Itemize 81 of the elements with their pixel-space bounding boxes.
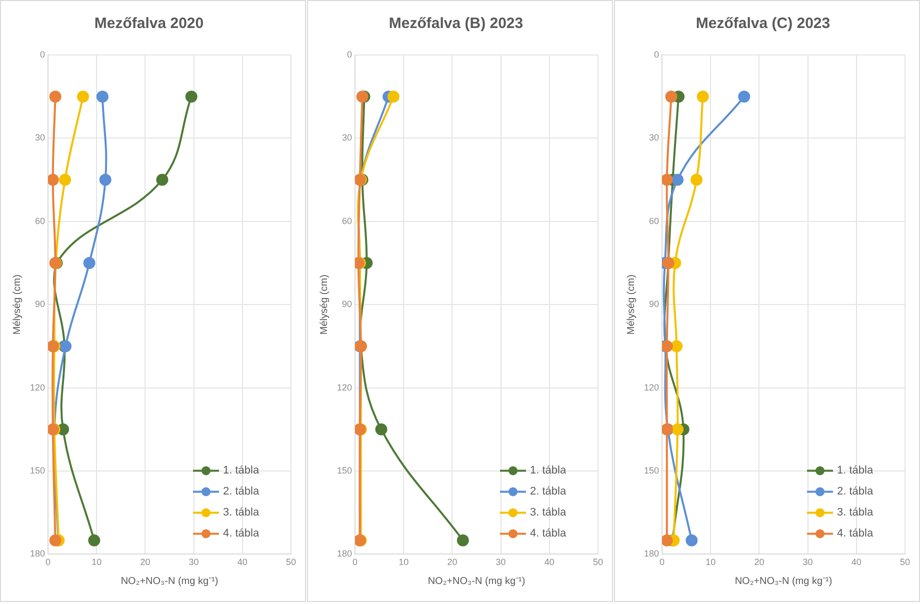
legend-label: 3. tábla bbox=[530, 506, 567, 519]
legend-label: 3. tábla bbox=[223, 506, 260, 519]
x-tick-label: 50 bbox=[286, 557, 296, 568]
x-tick-label: 30 bbox=[188, 557, 199, 568]
point bbox=[96, 90, 108, 103]
point bbox=[156, 174, 168, 186]
chart-title: Mezőfalva (B) 2023 bbox=[388, 15, 524, 32]
point bbox=[456, 534, 469, 546]
legend-label: 3. tábla bbox=[837, 506, 874, 519]
y-axis-title: Mélység (cm) bbox=[12, 274, 23, 335]
y-tick-label: 0 bbox=[654, 49, 660, 60]
point bbox=[83, 257, 96, 269]
legend-label: 1. tábla bbox=[837, 464, 874, 477]
x-axis-title: NO₂+NO₃-N (mg kg⁻¹) bbox=[120, 576, 218, 587]
y-tick-label: 90 bbox=[342, 299, 352, 310]
point bbox=[77, 90, 90, 103]
legend-label: 4. tábla bbox=[530, 528, 567, 540]
y-axis-title: Mélység (cm) bbox=[318, 274, 330, 335]
point bbox=[387, 90, 400, 103]
point bbox=[686, 534, 698, 546]
point bbox=[690, 174, 703, 186]
x-tick-label: 10 bbox=[92, 557, 102, 568]
point bbox=[59, 174, 72, 186]
point bbox=[48, 174, 59, 186]
legend-label: 1. tábla bbox=[223, 464, 260, 477]
y-tick-label: 120 bbox=[644, 382, 660, 392]
y-tick-label: 0 bbox=[347, 49, 352, 60]
y-tick-label: 150 bbox=[336, 465, 352, 476]
point bbox=[99, 174, 112, 186]
point bbox=[49, 534, 62, 546]
x-tick-label: 20 bbox=[754, 557, 764, 568]
chart-title: Mezőfalva (C) 2023 bbox=[696, 15, 830, 32]
x-tick-label: 40 bbox=[851, 557, 862, 568]
y-tick-label: 180 bbox=[336, 548, 352, 559]
y-tick-label: 120 bbox=[336, 382, 352, 392]
y-tick-label: 60 bbox=[35, 216, 46, 226]
x-tick-label: 30 bbox=[802, 557, 813, 568]
y-tick-label: 30 bbox=[35, 132, 46, 143]
y-axis-title: Mélység (cm) bbox=[626, 274, 637, 335]
y-tick-label: 90 bbox=[649, 299, 660, 310]
legend-label: 4. tábla bbox=[223, 528, 260, 540]
point bbox=[672, 174, 684, 186]
legend-label: 4. tábla bbox=[837, 528, 874, 540]
x-tick-label: 10 bbox=[398, 557, 409, 568]
y-tick-label: 180 bbox=[30, 548, 46, 559]
x-tick-label: 10 bbox=[706, 557, 716, 568]
point bbox=[662, 534, 673, 546]
y-tick-label: 60 bbox=[342, 216, 352, 226]
legend-label: 2. tábla bbox=[530, 486, 567, 498]
x-tick-label: 50 bbox=[900, 557, 910, 568]
x-tick-label: 50 bbox=[592, 557, 604, 568]
x-tick-label: 20 bbox=[140, 557, 150, 568]
y-tick-label: 60 bbox=[649, 216, 660, 226]
legend-label: 2. tábla bbox=[837, 486, 874, 498]
y-tick-label: 150 bbox=[30, 465, 46, 476]
x-tick-label: 40 bbox=[544, 557, 554, 568]
x-axis-title: NO₂+NO₃-N (mg kg⁻¹) bbox=[428, 576, 526, 587]
x-tick-label: 20 bbox=[447, 557, 458, 568]
y-tick-label: 90 bbox=[35, 299, 46, 310]
point bbox=[696, 90, 709, 103]
y-tick-label: 30 bbox=[649, 132, 660, 143]
chart-title: Mezőfalva 2020 bbox=[94, 15, 204, 32]
legend-label: 1. tábla bbox=[530, 464, 567, 477]
point bbox=[375, 423, 388, 436]
y-tick-label: 150 bbox=[644, 465, 660, 476]
x-tick-label: 30 bbox=[496, 557, 506, 568]
point bbox=[49, 90, 62, 103]
point bbox=[88, 534, 100, 546]
point bbox=[670, 340, 683, 352]
point bbox=[185, 90, 198, 103]
y-tick-label: 0 bbox=[40, 49, 46, 60]
point bbox=[665, 90, 678, 103]
y-tick-label: 30 bbox=[342, 132, 352, 143]
point bbox=[672, 423, 684, 436]
y-tick-label: 120 bbox=[30, 382, 46, 392]
x-tick-label: 40 bbox=[237, 557, 248, 568]
x-axis-title: NO₂+NO₃-N (mg kg⁻¹) bbox=[734, 576, 832, 587]
point bbox=[738, 90, 750, 103]
point bbox=[662, 174, 673, 186]
legend-label: 2. tábla bbox=[223, 486, 260, 498]
y-tick-label: 180 bbox=[644, 548, 660, 559]
